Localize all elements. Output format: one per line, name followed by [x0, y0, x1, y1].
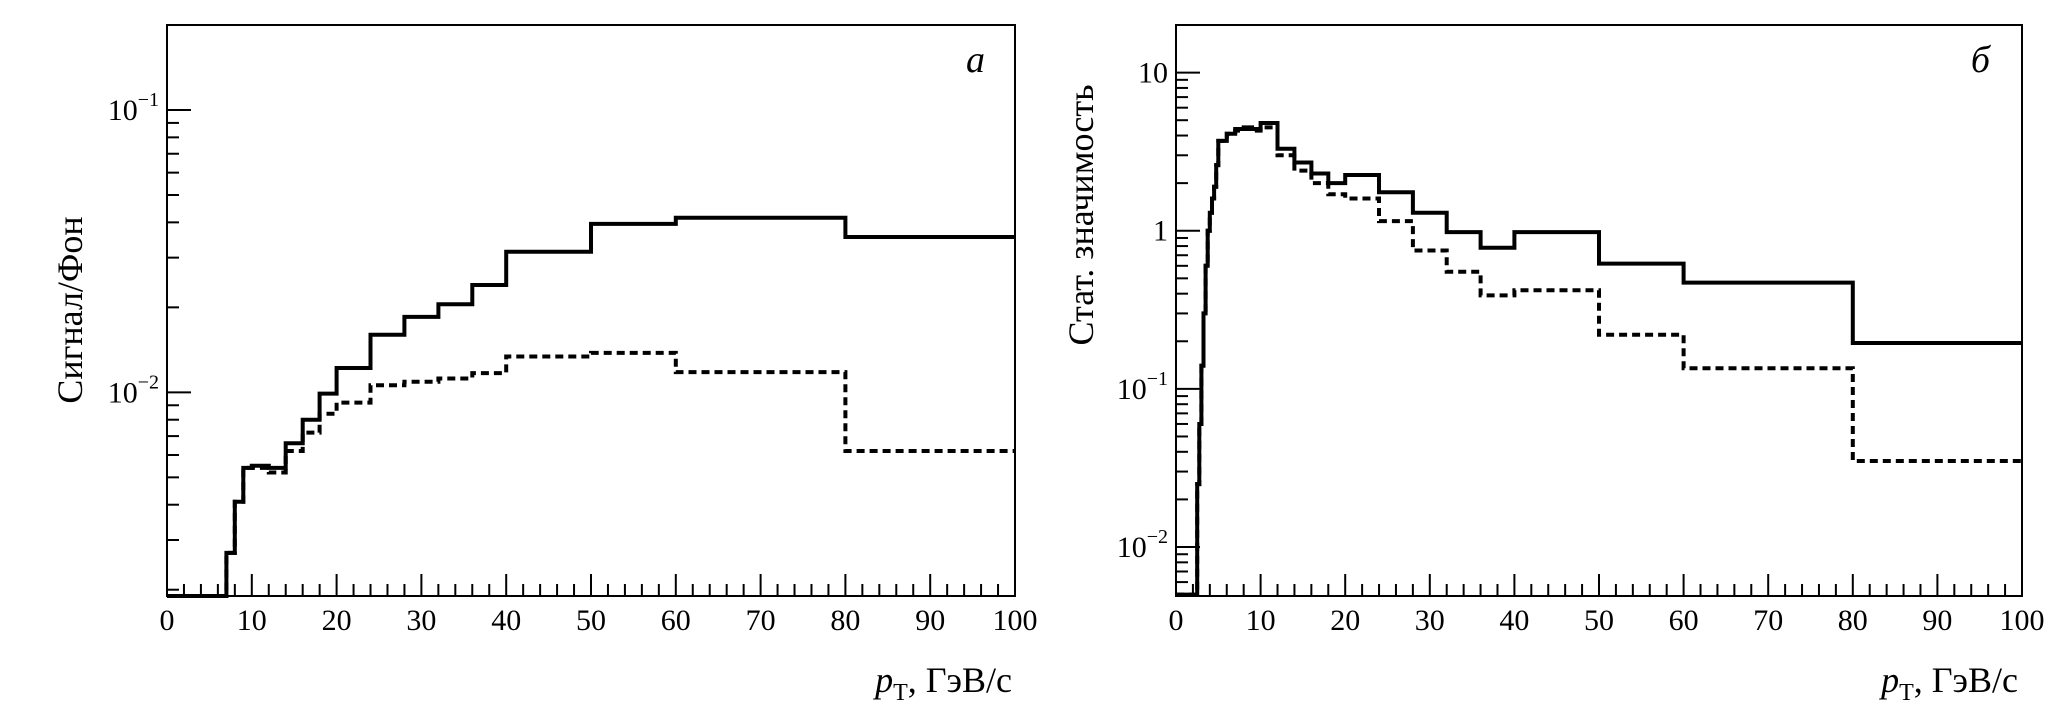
tick-labels: 0 10 20 30 40 50 60 70 80 90 100 10 1 10−1 10−2: [1117, 57, 2045, 637]
x-tick-label: 90: [1922, 604, 1952, 637]
series-dashed-line: [167, 350, 1015, 598]
y-axis-title: Сигнал/Фон: [50, 216, 90, 403]
x-tick-label: 60: [661, 604, 691, 637]
series-dashed-line: [1176, 125, 2022, 597]
x-tick-label: 10: [237, 604, 267, 637]
x-tick-label: 0: [160, 604, 175, 637]
x-tick-label: 50: [1584, 604, 1614, 637]
x-axis-title: pT, ГэВ/с: [872, 660, 1012, 706]
panel-b: 0 10 20 30 40 50 60 70 80 90 100 10 1 10−1 10−2 б Стат…: [1061, 24, 2045, 706]
panel-letter: а: [966, 39, 985, 81]
x-tick-label: 50: [576, 604, 606, 637]
y-tick-label: 10−2: [108, 371, 159, 409]
x-tick-label: 0: [1169, 604, 1184, 637]
series-group: [1176, 121, 2022, 597]
x-axis-title: pT, ГэВ/с: [1878, 660, 2018, 706]
panel-a: 0 10 20 30 40 50 60 70 80 90 100 10−1 10−2 а Сигнал/…: [50, 24, 1038, 706]
x-tick-label: 20: [1330, 604, 1360, 637]
y-tick-label: 1: [1153, 215, 1168, 248]
y-axis-title: Стат. значимость: [1061, 85, 1101, 346]
x-axis-title-sub: T: [893, 680, 908, 706]
y-tick-label: 10−1: [1117, 368, 1168, 406]
x-tick-label: 70: [1753, 604, 1783, 637]
x-tick-label: 10: [1246, 604, 1276, 637]
x-axis-title-rest: , ГэВ/с: [908, 660, 1012, 700]
y-tick-label: 10: [1138, 57, 1168, 90]
series-solid-line: [1176, 121, 2022, 597]
series-solid-line: [167, 215, 1015, 598]
x-tick-label: 90: [915, 604, 945, 637]
panel-letter: б: [1971, 39, 1992, 81]
series-group: [167, 215, 1015, 598]
x-tick-label: 30: [406, 604, 436, 637]
x-tick-label: 20: [322, 604, 352, 637]
ticks: [166, 24, 1016, 596]
plot-frame: [166, 24, 1016, 597]
x-axis-title-var: p: [872, 660, 893, 700]
x-tick-label: 100: [2000, 604, 2045, 637]
y-tick-label: 10−2: [1117, 526, 1168, 564]
tick-labels: 0 10 20 30 40 50 60 70 80 90 100 10−1 10−2: [108, 89, 1038, 637]
x-tick-label: 30: [1415, 604, 1445, 637]
x-tick-label: 40: [491, 604, 521, 637]
x-tick-label: 60: [1669, 604, 1699, 637]
x-tick-label: 80: [830, 604, 860, 637]
y-tick-label: 10−1: [108, 89, 159, 127]
x-axis-title-rest: , ГэВ/с: [1914, 660, 2018, 700]
x-axis-title-sub: T: [1899, 680, 1914, 706]
x-tick-label: 100: [993, 604, 1038, 637]
x-axis-title-var: p: [1878, 660, 1899, 700]
x-tick-label: 80: [1838, 604, 1868, 637]
x-tick-label: 70: [746, 604, 776, 637]
x-tick-label: 40: [1499, 604, 1529, 637]
